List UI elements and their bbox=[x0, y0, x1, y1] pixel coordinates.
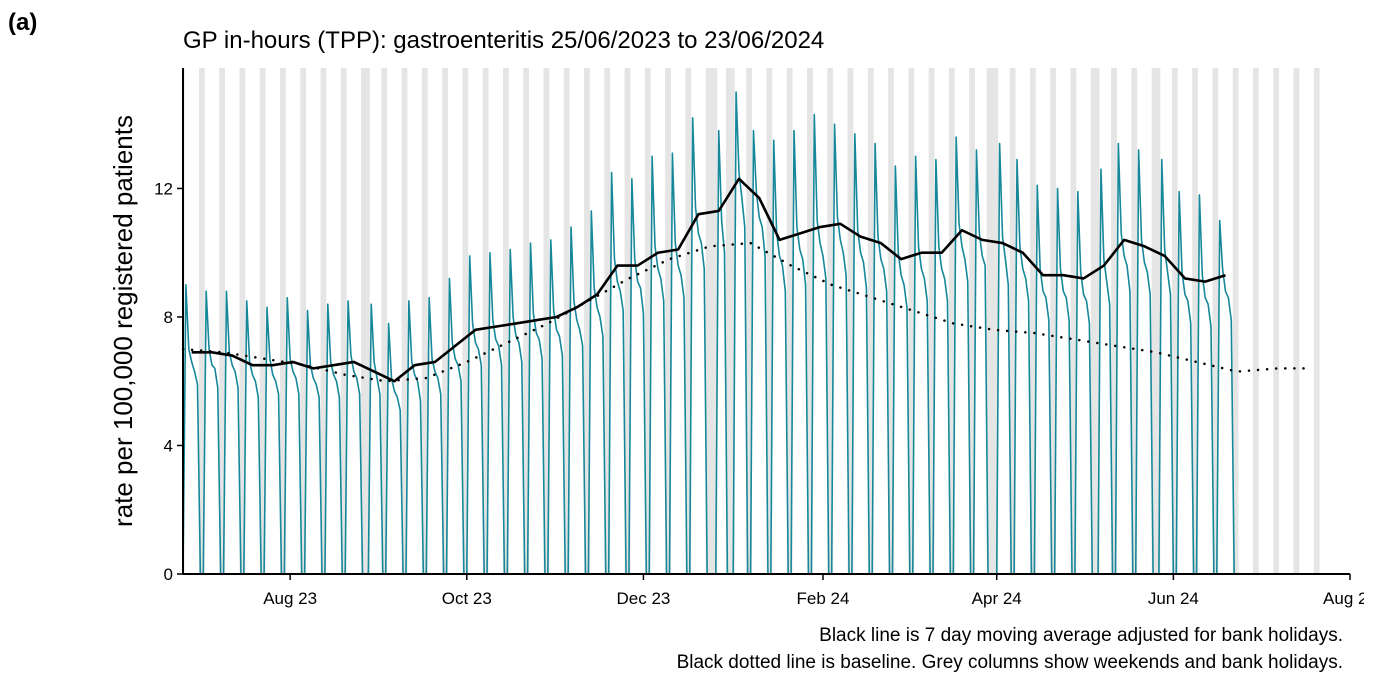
weekend-column bbox=[827, 68, 834, 574]
weekend-column bbox=[239, 68, 246, 574]
series-line bbox=[191, 177, 1226, 383]
weekend-column bbox=[725, 68, 732, 574]
weekend-column bbox=[807, 68, 813, 574]
y-tick-label: 0 bbox=[164, 565, 173, 584]
y-axis-label: rate per 100,000 registered patients bbox=[108, 115, 138, 527]
weekend-column bbox=[1090, 68, 1097, 574]
weekend-column bbox=[1313, 68, 1320, 574]
weekend-column bbox=[198, 68, 205, 574]
weekend-column bbox=[1232, 68, 1239, 574]
axes: 0 4 8 12 Aug 23 Oct 23 Dec 23 Feb 24 Apr 24 Jun 2… bbox=[154, 68, 1377, 608]
x-tick-label: Aug 23 bbox=[263, 589, 317, 608]
weekend-column bbox=[421, 68, 428, 574]
weekend-column bbox=[543, 68, 550, 574]
weekend-column bbox=[847, 68, 854, 574]
weekend-column bbox=[219, 68, 225, 574]
weekend-column bbox=[1212, 68, 1219, 574]
weekend-column bbox=[948, 68, 955, 574]
weekend-column bbox=[624, 68, 631, 574]
weekend-column bbox=[888, 68, 894, 574]
series-line bbox=[181, 241, 1305, 383]
chart-title: GP in-hours (TPP): gastroenteritis 25/06… bbox=[183, 27, 824, 54]
weekend-column bbox=[908, 68, 915, 574]
weekend-column bbox=[1009, 68, 1016, 574]
weekend-column bbox=[1070, 68, 1077, 574]
holiday-column bbox=[986, 68, 990, 574]
y-tick-label: 8 bbox=[164, 308, 173, 327]
x-tick-label: Apr 24 bbox=[972, 589, 1022, 608]
weekend-column bbox=[320, 68, 327, 574]
weekend-column bbox=[300, 68, 307, 574]
holiday-column bbox=[731, 68, 735, 574]
holiday-column bbox=[995, 68, 999, 574]
weekend-column bbox=[280, 68, 286, 574]
weekend-column bbox=[867, 68, 874, 574]
weekend-column bbox=[665, 68, 671, 574]
weekend-column bbox=[746, 68, 753, 574]
holiday-column bbox=[711, 68, 715, 574]
holiday-column bbox=[366, 68, 370, 574]
weekend-column bbox=[584, 68, 590, 574]
weekend-column bbox=[401, 68, 408, 574]
weekend-column bbox=[644, 68, 651, 574]
shading bbox=[184, 68, 1320, 574]
x-tick-label: Oct 23 bbox=[442, 589, 492, 608]
weekend-column bbox=[1192, 68, 1198, 574]
panel-label: (a) bbox=[8, 9, 37, 36]
holiday-column bbox=[714, 68, 718, 574]
weekend-column bbox=[1050, 68, 1057, 574]
weekend-column bbox=[1131, 68, 1138, 574]
weekend-column bbox=[482, 68, 489, 574]
weekend-column bbox=[604, 68, 611, 574]
y-tick-label: 4 bbox=[164, 436, 173, 455]
x-tick-label: Jun 24 bbox=[1148, 589, 1199, 608]
y-tick-label: 12 bbox=[154, 179, 173, 198]
weekend-column bbox=[705, 68, 712, 574]
weekend-column bbox=[685, 68, 692, 574]
weekend-column bbox=[563, 68, 570, 574]
weekend-column bbox=[361, 68, 367, 574]
note: Black dotted line is baseline. Grey colu… bbox=[677, 652, 1343, 673]
weekend-column bbox=[786, 68, 793, 574]
holiday-column bbox=[1096, 68, 1100, 574]
weekend-column bbox=[969, 68, 975, 574]
weekend-column bbox=[340, 68, 347, 574]
weekend-column bbox=[1171, 68, 1178, 574]
weekend-column bbox=[462, 68, 469, 574]
weekend-column bbox=[259, 68, 266, 574]
x-tick-label: Feb 24 bbox=[796, 589, 849, 608]
holiday-column bbox=[1157, 68, 1161, 574]
weekend-column bbox=[1151, 68, 1158, 574]
x-tick-label: Aug 24 bbox=[1323, 589, 1377, 608]
weekend-column bbox=[928, 68, 935, 574]
weekend-column bbox=[1111, 68, 1117, 574]
weekend-column bbox=[1273, 68, 1280, 574]
note: Black line is 7 day moving average adjus… bbox=[819, 625, 1343, 646]
weekend-column bbox=[381, 68, 388, 574]
weekend-column bbox=[766, 68, 773, 574]
x-tick-label: Dec 23 bbox=[616, 589, 670, 608]
weekend-column bbox=[1252, 68, 1259, 574]
weekend-column bbox=[502, 68, 509, 574]
weekend-column bbox=[1293, 68, 1300, 574]
weekend-column bbox=[1030, 68, 1036, 574]
weekend-column bbox=[442, 68, 448, 574]
weekend-column bbox=[989, 68, 996, 574]
